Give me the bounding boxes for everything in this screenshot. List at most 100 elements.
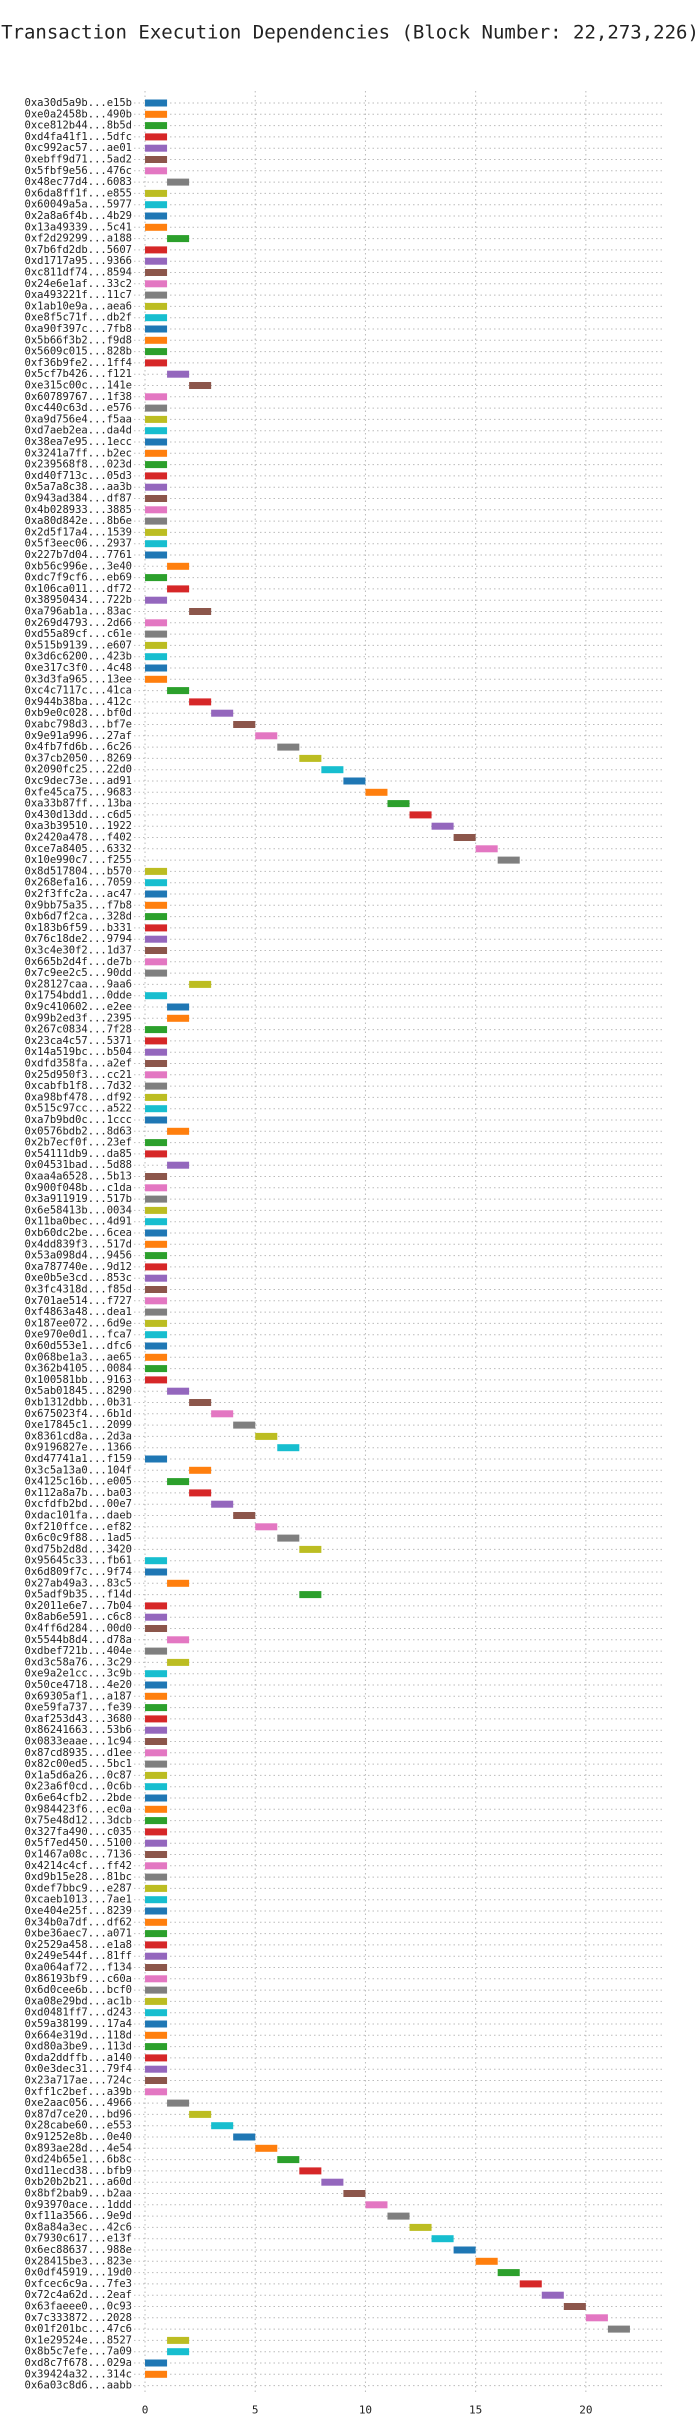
- y-tick-label: 0xe315c00c...141e: [25, 380, 132, 392]
- y-tick-label: 0x3241a7ff...b2ec: [25, 447, 132, 459]
- y-tick-label: 0xe8f5c71f...db2f: [25, 312, 132, 324]
- bar: [299, 754, 322, 762]
- y-tick-label: 0x943ad384...df87: [25, 493, 132, 505]
- y-tick-label: 0x27ab49a3...83c5: [25, 1577, 132, 1589]
- bar: [145, 2043, 168, 2051]
- y-tick-label: 0x893ae28d...4e54: [25, 2142, 132, 2154]
- bar: [167, 2348, 190, 2356]
- bar: [409, 2223, 432, 2231]
- y-tick-label: 0xce812b44...8b5d: [25, 120, 132, 132]
- bar: [145, 551, 168, 559]
- bar: [211, 2122, 234, 2130]
- bar: [145, 2359, 168, 2367]
- y-tick-label: 0xdbef721b...404e: [25, 1645, 132, 1657]
- bar: [145, 958, 168, 966]
- bar: [145, 1692, 168, 1700]
- bar: [255, 1432, 278, 1440]
- bar: [145, 1116, 168, 1124]
- bar: [145, 1975, 168, 1983]
- bar: [145, 1918, 168, 1926]
- y-tick-label: 0x227b7d04...7761: [25, 549, 132, 561]
- y-tick-label: 0x34b0a7df...df62: [25, 1916, 132, 1928]
- bar: [563, 2303, 586, 2310]
- y-tick-label: 0x28415be3...823e: [25, 2255, 132, 2267]
- bar: [167, 1478, 190, 1486]
- bar: [145, 110, 168, 118]
- bar: [145, 1817, 168, 1825]
- y-tick-label: 0xe970e0d1...fca7: [25, 1329, 132, 1341]
- y-tick-label: 0x5f3eec06...2937: [25, 538, 132, 550]
- y-tick-label: 0x106ca011...df72: [25, 583, 132, 595]
- bar: [145, 913, 168, 921]
- y-tick-label: 0xa33b87ff...13ba: [25, 798, 132, 810]
- y-tick-label: 0xff1c2bef...a39b: [25, 2086, 132, 2098]
- y-tick-label: 0xe17845c1...2099: [25, 1419, 132, 1431]
- y-tick-label: 0x8361cd8a...2d3a: [25, 1430, 132, 1442]
- y-tick-label: 0xd1717a95...9366: [25, 255, 132, 267]
- y-tick-label: 0xc9dec73e...ad91: [25, 775, 132, 787]
- y-tick-label: 0xda2ddffb...a140: [25, 2052, 132, 2064]
- y-tick-label: 0xd75b2d8d...3420: [25, 1543, 132, 1555]
- y-tick-label: 0xf210ffce...ef82: [25, 1521, 132, 1533]
- x-tick-label: 15: [469, 2404, 482, 2417]
- bar: [145, 167, 168, 175]
- bar: [145, 664, 168, 672]
- bar: [145, 1365, 168, 1373]
- y-tick-label: 0xa787740e...9d12: [25, 1261, 132, 1273]
- y-tick-label: 0x3fc4318d...f85d: [25, 1284, 132, 1296]
- y-tick-label: 0x183b6f59...b331: [25, 922, 132, 934]
- x-tick-label: 10: [359, 2404, 372, 2417]
- y-tick-label: 0x2b7ecf0f...23ef: [25, 1137, 132, 1149]
- y-tick-label: 0x267c0834...7f28: [25, 1024, 132, 1036]
- y-tick-label: 0x4214c4cf...ff42: [25, 1860, 132, 1872]
- y-tick-label: 0xe317c3f0...4c48: [25, 662, 132, 674]
- y-tick-label: 0x1ab10e9a...aea6: [25, 300, 132, 312]
- bar: [145, 1139, 168, 1147]
- bar: [145, 472, 168, 480]
- y-tick-label: 0xcaeb1013...7ae1: [25, 1894, 132, 1906]
- y-tick-label: 0x6e58413b...0034: [25, 1204, 132, 1216]
- y-tick-label: 0x430d13dd...c6d5: [25, 809, 132, 821]
- y-tick-label: 0xabc798d3...bf7e: [25, 719, 132, 731]
- y-tick-label: 0x515b9139...e607: [25, 639, 132, 651]
- y-tick-label: 0x5ab01845...8290: [25, 1385, 132, 1397]
- y-tick-label: 0x76c18de2...9794: [25, 933, 132, 945]
- y-tick-label: 0x944b38ba...412c: [25, 696, 132, 708]
- y-tick-label: 0x5f7ed450...5100: [25, 1837, 132, 1849]
- bar: [145, 1964, 168, 1971]
- y-tick-label: 0x4ff6d284...00d0: [25, 1623, 132, 1635]
- y-tick-label: 0xd8c7f678...029a: [25, 2357, 132, 2369]
- y-tick-label: 0xe0b5e3cd...853c: [25, 1272, 132, 1284]
- bar: [277, 2156, 300, 2164]
- y-tick-label: 0xebff9d71...5ad2: [25, 154, 132, 166]
- y-tick-label: 0x75e48d12...3dcb: [25, 1815, 132, 1827]
- bar: [497, 2269, 520, 2277]
- y-tick-label: 0xd40f713c...05d3: [25, 470, 132, 482]
- bar: [145, 947, 168, 954]
- bar: [145, 1738, 168, 1745]
- bar: [145, 212, 168, 220]
- y-tick-label: 0x5fbf9e56...476c: [25, 165, 132, 177]
- bar: [145, 1286, 168, 1293]
- y-tick-label: 0x701ae514...f727: [25, 1295, 132, 1307]
- bar: [145, 1048, 168, 1056]
- bar: [167, 1161, 190, 1169]
- y-tick-label: 0x7b6fd2db...5607: [25, 244, 132, 256]
- bar: [167, 1636, 190, 1644]
- y-tick-label: 0xdac101fa...daeb: [25, 1510, 132, 1522]
- bar: [211, 709, 234, 717]
- bar: [145, 223, 168, 231]
- y-tick-label: 0xcfdfb2bd...00e7: [25, 1498, 132, 1510]
- y-tick-label: 0xd7aeb2ea...da4d: [25, 425, 132, 437]
- bar: [145, 1794, 168, 1802]
- bar: [145, 935, 168, 943]
- bar: [145, 528, 168, 536]
- y-tick-label: 0x87cd8935...d1ee: [25, 1747, 132, 1759]
- bar: [145, 99, 168, 107]
- y-tick-label: 0xb60dc2be...6cea: [25, 1227, 132, 1239]
- bar: [145, 675, 168, 683]
- bar: [145, 506, 168, 514]
- y-tick-label: 0xdc7f9cf6...eb69: [25, 572, 132, 584]
- y-tick-label: 0xc440c63d...e576: [25, 402, 132, 414]
- y-tick-label: 0xd80a3be9...113d: [25, 2041, 132, 2053]
